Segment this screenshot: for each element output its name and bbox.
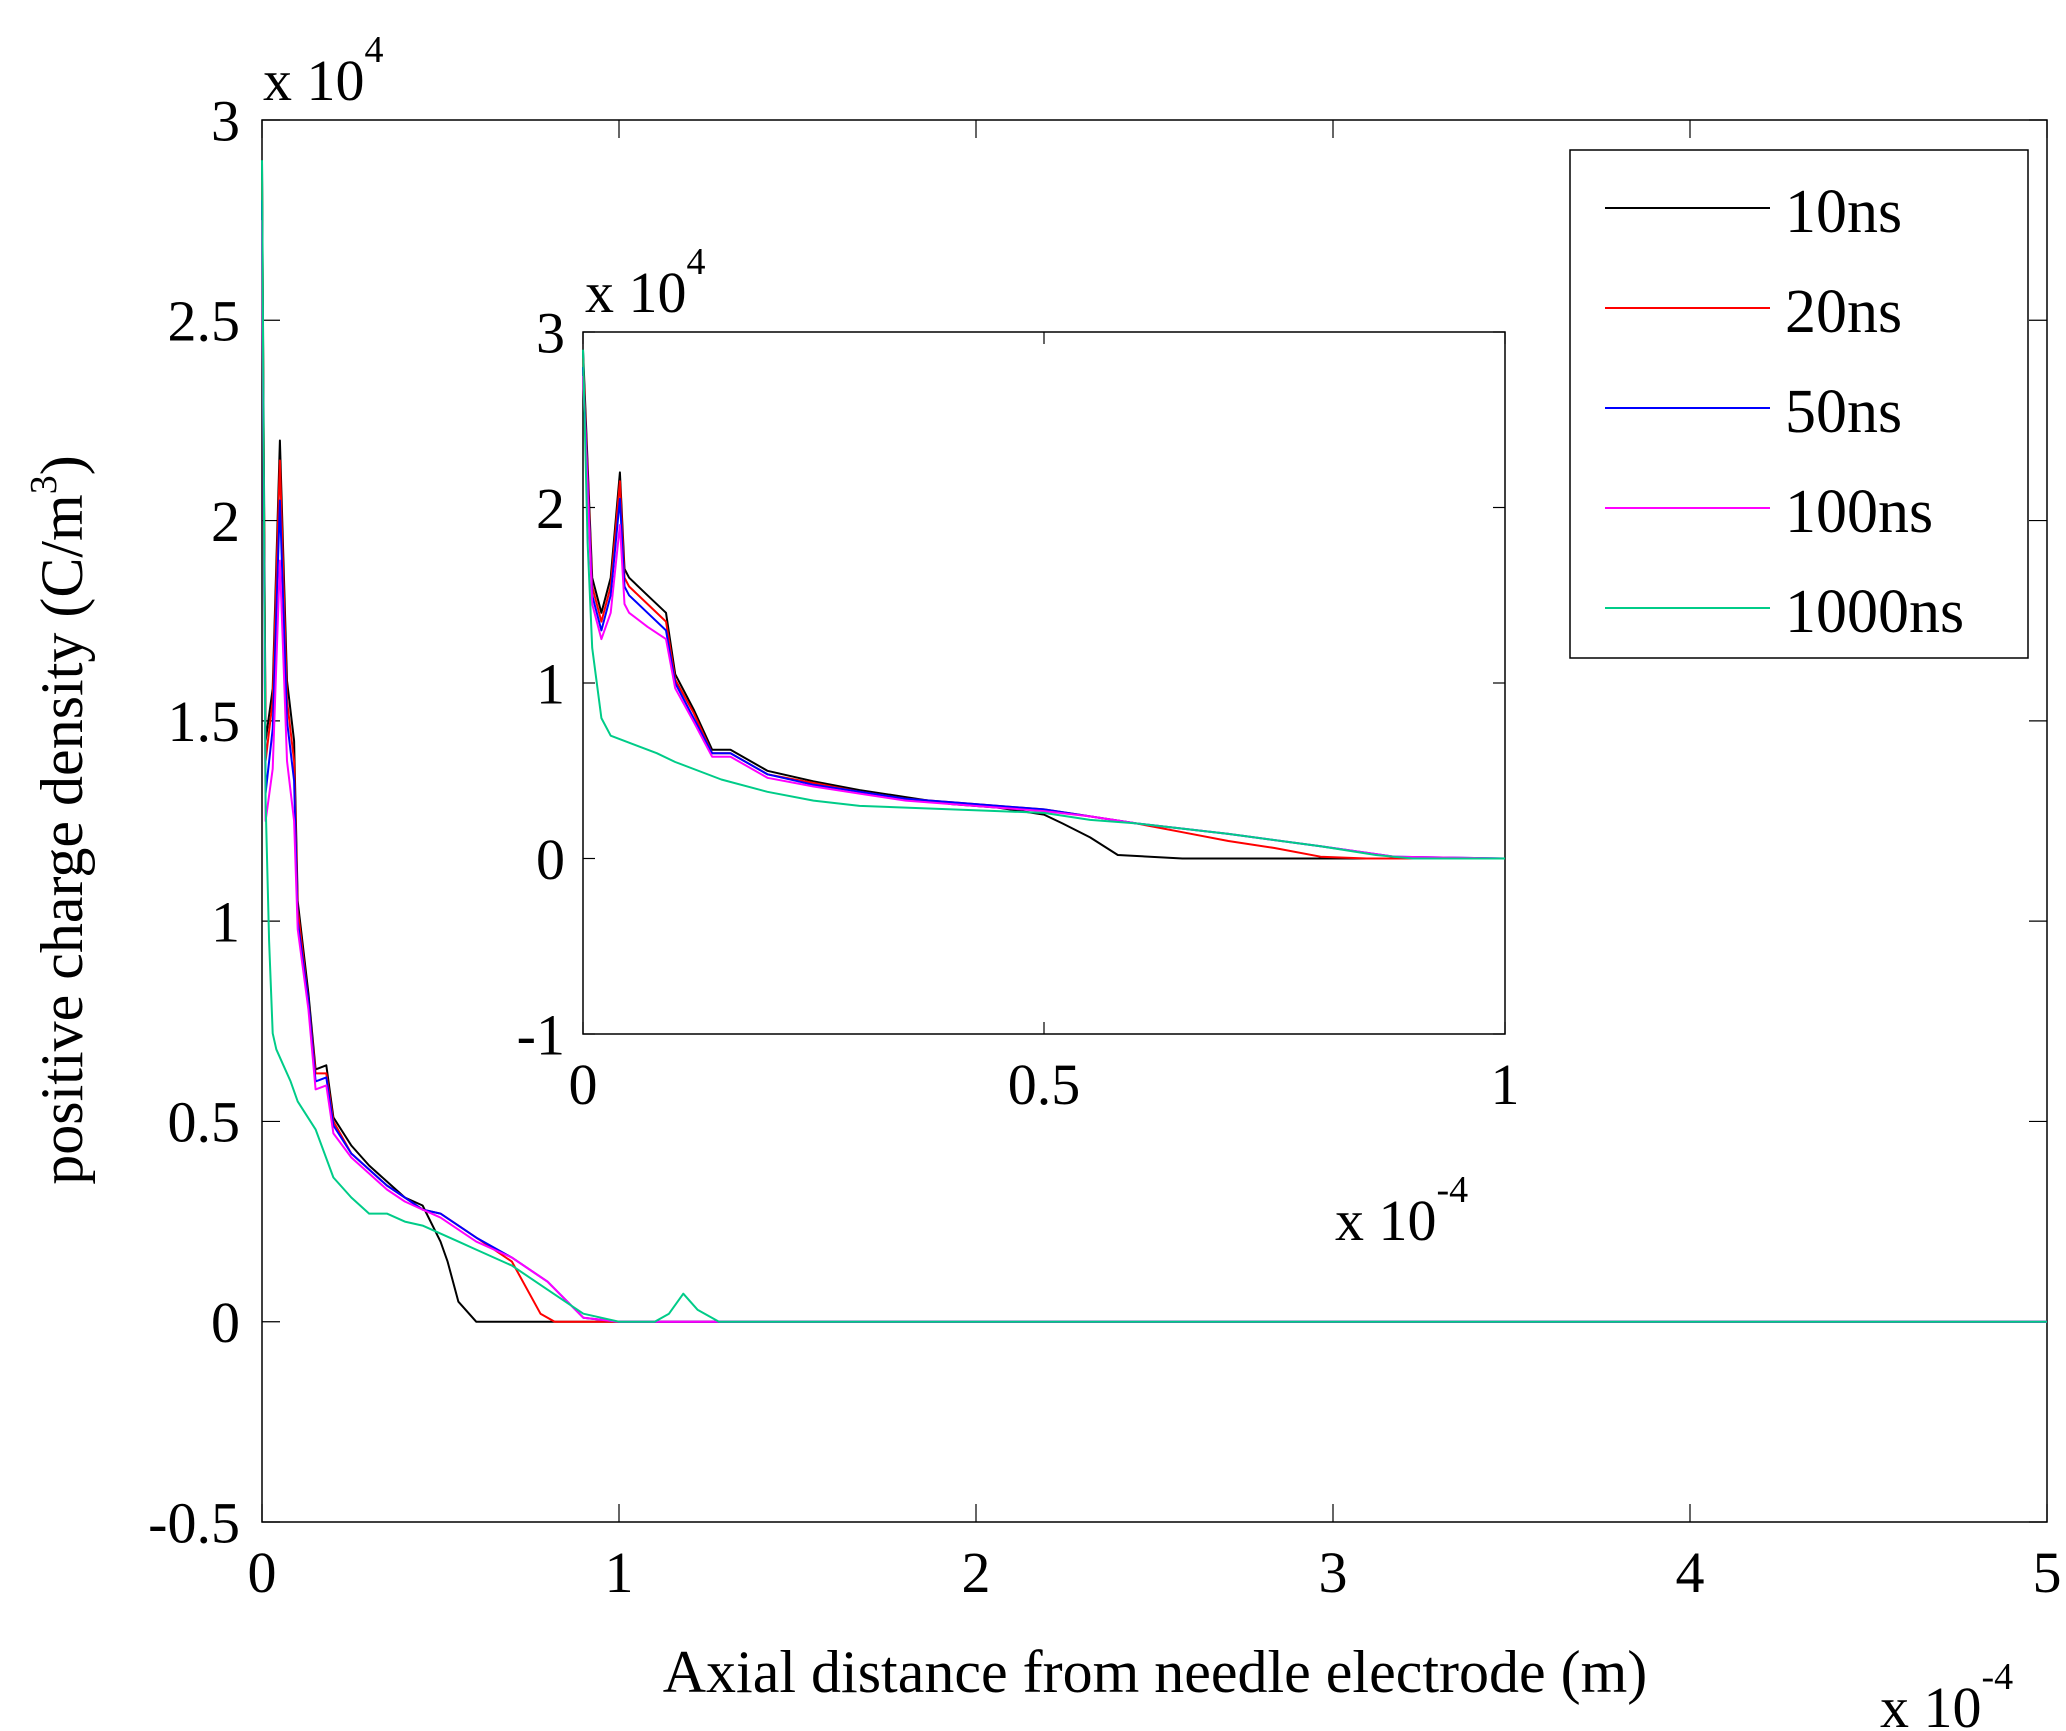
- inset-y-tick-label: 3: [536, 300, 565, 365]
- main-series-1000ns: [261, 160, 2047, 1323]
- main-x-multiplier: x 10-4: [1880, 1656, 2013, 1731]
- main-x-tick-label: 5: [2033, 1540, 2062, 1605]
- main-series-group: [261, 160, 2047, 1323]
- main-y-axis-label-close: ): [29, 455, 95, 475]
- inset-x-tick-label: 0.5: [1008, 1052, 1081, 1117]
- main-x-multiplier-base: x 10: [1880, 1675, 1982, 1731]
- inset-x-multiplier-base: x 10: [1335, 1188, 1437, 1253]
- inset-x-tick-label: 1: [1491, 1052, 1520, 1117]
- legend-label-20ns: 20ns: [1785, 278, 1902, 346]
- legend-box: [1569, 149, 2029, 659]
- main-y-axis-label: positive charge density (C/m3): [23, 455, 95, 1184]
- main-y-tick-label: 0.5: [168, 1090, 241, 1155]
- main-y-tick-label: 1: [211, 889, 240, 954]
- main-x-multiplier-exp: -4: [1982, 1656, 2014, 1698]
- main-x-axis-label: Axial distance from needle electrode (m): [663, 1639, 1648, 1705]
- main-x-tick-label: 4: [1676, 1540, 1705, 1605]
- inset-series-group: [582, 349, 1506, 860]
- main-y-multiplier: x 104: [263, 29, 384, 113]
- main-y-tick-label: 2: [211, 489, 240, 554]
- main-y-tick-label: 0: [211, 1290, 240, 1355]
- inset-axis-ticks: [582, 331, 1506, 1035]
- main-plot-frame: [261, 119, 2048, 1523]
- main-y-tick-label: 2.5: [168, 289, 241, 354]
- main-x-tick-label: 2: [962, 1540, 991, 1605]
- main-y-tick-label: -0.5: [148, 1490, 240, 1555]
- main-y-axis-label-superscript: 3: [23, 475, 65, 494]
- inset-x-multiplier-exp: -4: [1437, 1169, 1469, 1211]
- main-x-tick-label: 0: [248, 1540, 277, 1605]
- main-y-multiplier-exp: 4: [365, 29, 384, 71]
- inset-y-multiplier-exp: 4: [687, 241, 706, 283]
- main-y-tick-label: 3: [211, 88, 240, 153]
- main-x-tick-label: 3: [1319, 1540, 1348, 1605]
- inset-x-multiplier: x 10-4: [1335, 1169, 1468, 1253]
- inset-y-tick-label: 1: [536, 651, 565, 716]
- legend: 10ns 20ns 50ns 100ns 1000ns: [1569, 149, 2029, 659]
- inset-series-1000ns: [582, 349, 1505, 860]
- inset-y-tick-label: -1: [517, 1002, 565, 1067]
- main-x-tick-label: 1: [605, 1540, 634, 1605]
- legend-entries: 10ns 20ns 50ns 100ns 1000ns: [1605, 178, 1964, 646]
- inset-y-multiplier-base: x 10: [585, 260, 687, 325]
- inset-x-tick-label: 0: [569, 1052, 598, 1117]
- main-y-axis-label-text: positive charge density (C/m: [29, 494, 95, 1184]
- legend-label-1000ns: 1000ns: [1785, 578, 1964, 646]
- inset-y-tick-label: 0: [536, 827, 565, 892]
- main-y-tick-label: 1.5: [168, 689, 241, 754]
- main-y-multiplier-base: x 10: [263, 48, 365, 113]
- legend-label-100ns: 100ns: [1785, 478, 1933, 546]
- legend-label-10ns: 10ns: [1785, 178, 1902, 246]
- legend-label-50ns: 50ns: [1785, 378, 1902, 446]
- main-tick-labels: 0 1 2 3 4 5-0.500.511.522.53: [148, 88, 2061, 1605]
- inset-y-multiplier: x 104: [585, 241, 706, 325]
- inset-plot-frame: [582, 331, 1506, 1035]
- inset-y-tick-label: 2: [536, 476, 565, 541]
